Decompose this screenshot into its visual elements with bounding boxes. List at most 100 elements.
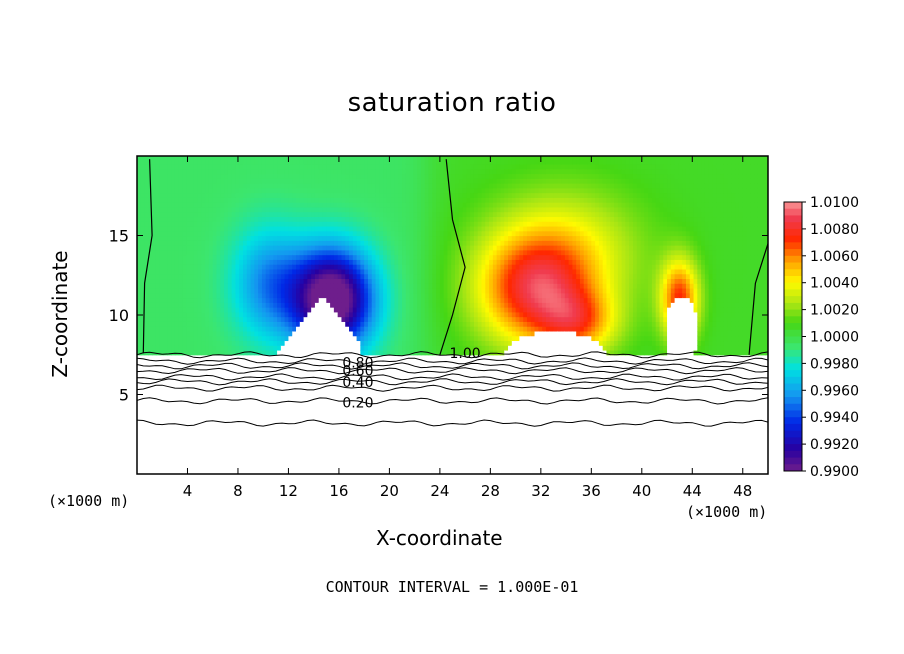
field-cell xyxy=(333,326,339,332)
field-cell xyxy=(511,292,517,299)
field-cell xyxy=(500,273,505,280)
field-cell xyxy=(515,192,520,198)
field-cell xyxy=(413,156,418,160)
field-cell xyxy=(515,230,520,237)
field-cell xyxy=(360,206,365,213)
field-cell xyxy=(390,230,396,237)
field-cell xyxy=(337,240,343,246)
field-cell xyxy=(171,297,176,303)
field-cell xyxy=(265,330,271,337)
field-cell xyxy=(511,349,517,356)
field-cell xyxy=(352,268,358,275)
field-cell xyxy=(386,211,392,218)
field-cell xyxy=(273,245,278,251)
field-cell xyxy=(439,264,445,270)
field-cell xyxy=(356,254,361,260)
field-cell xyxy=(447,340,452,346)
field-cell xyxy=(356,287,361,294)
field-cell xyxy=(333,225,339,232)
field-cell xyxy=(496,254,502,260)
field-cell xyxy=(375,330,380,337)
field-cell xyxy=(364,206,369,213)
field-cell xyxy=(492,245,498,251)
field-cell xyxy=(383,235,388,241)
field-cell xyxy=(197,168,202,175)
field-cell xyxy=(417,173,422,179)
field-cell xyxy=(568,330,573,337)
field-cell xyxy=(394,292,399,299)
field-cell xyxy=(545,326,551,332)
field-cell xyxy=(171,240,176,246)
field-cell xyxy=(182,273,187,280)
field-cell xyxy=(504,254,509,260)
field-cell xyxy=(227,307,233,313)
field-cell xyxy=(523,259,528,265)
field-cell xyxy=(405,221,411,227)
field-cell xyxy=(424,216,430,222)
field-cell xyxy=(137,335,142,342)
field-cell xyxy=(231,311,237,318)
field-cell xyxy=(386,202,392,208)
field-cell xyxy=(201,292,206,299)
field-cell xyxy=(299,311,305,318)
field-cell xyxy=(504,225,509,232)
field-cell xyxy=(333,206,339,213)
field-cell xyxy=(349,283,354,289)
field-cell xyxy=(511,206,517,213)
field-cell xyxy=(557,202,562,208)
field-cell xyxy=(364,211,369,218)
field-cell xyxy=(477,254,483,260)
field-cell xyxy=(178,202,184,208)
field-cell xyxy=(398,264,403,270)
field-cell xyxy=(250,292,255,299)
field-cell xyxy=(216,273,221,280)
field-cell xyxy=(466,283,471,289)
field-cell xyxy=(530,283,536,289)
field-cell xyxy=(292,178,297,184)
field-cell xyxy=(352,173,358,179)
field-cell xyxy=(322,335,327,342)
field-cell xyxy=(246,349,252,356)
field-cell xyxy=(572,340,577,346)
field-cell xyxy=(296,292,301,299)
field-cell xyxy=(413,183,418,189)
field-cell xyxy=(171,249,176,256)
field-cell xyxy=(212,302,218,308)
field-cell xyxy=(208,159,214,165)
field-cell xyxy=(530,197,536,203)
field-cell xyxy=(201,273,206,280)
field-cell xyxy=(239,287,244,294)
field-cell xyxy=(564,173,570,179)
field-cell xyxy=(311,297,316,303)
field-cell xyxy=(545,307,551,313)
field-cell xyxy=(341,216,346,222)
field-cell xyxy=(466,230,471,237)
field-cell xyxy=(352,254,358,260)
field-cell xyxy=(489,225,494,232)
field-cell xyxy=(235,173,240,179)
field-cell xyxy=(296,225,301,232)
field-cell xyxy=(526,273,532,280)
field-cell xyxy=(386,268,392,275)
field-cell xyxy=(159,297,165,303)
field-cell xyxy=(345,264,350,270)
field-cell xyxy=(439,202,445,208)
field-cell xyxy=(583,268,589,275)
field-cell xyxy=(455,297,460,303)
field-cell xyxy=(284,183,290,189)
field-cell xyxy=(492,259,498,265)
field-cell xyxy=(364,240,369,246)
field-cell xyxy=(296,340,301,346)
field-cell xyxy=(356,249,361,256)
field-cell xyxy=(545,283,551,289)
field-cell xyxy=(224,187,229,194)
field-cell xyxy=(186,206,191,213)
field-cell xyxy=(477,168,483,175)
field-cell xyxy=(205,163,210,170)
field-cell xyxy=(330,163,335,170)
field-cell xyxy=(398,173,403,179)
field-cell xyxy=(314,230,320,237)
field-cell xyxy=(523,311,528,318)
field-cell xyxy=(182,202,187,208)
field-cell xyxy=(367,283,373,289)
